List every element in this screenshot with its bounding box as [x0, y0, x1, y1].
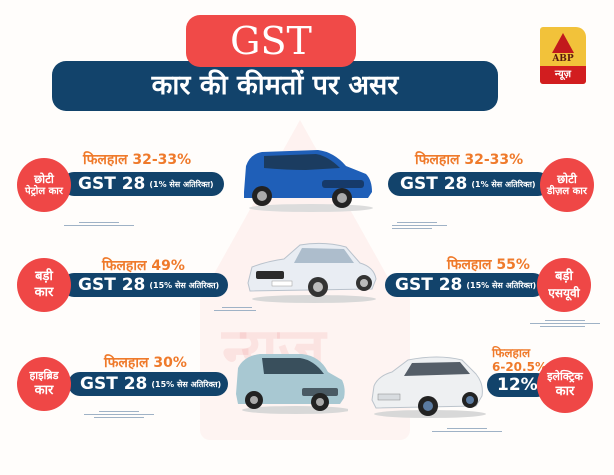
- gst-rate-small-diesel: GST 28 (1% सेस अतिरिक्त): [388, 172, 550, 196]
- speed-lines: [214, 307, 256, 317]
- speed-lines: [530, 320, 600, 330]
- speed-lines: [392, 222, 447, 232]
- category-name-line1: इलेक्ट्रिक: [547, 370, 583, 383]
- current-rate-small-petrol: फिलहाल 32-33%: [83, 152, 192, 168]
- category-badge-small-petrol: छोटी पेट्रोल कार: [17, 158, 71, 212]
- category-name-line2: कार: [555, 383, 575, 399]
- gst-value: 12%: [497, 375, 538, 395]
- category-name-line2: कार: [34, 382, 54, 398]
- page-title: कार की कीमतों पर असर: [52, 61, 498, 111]
- logo-subtitle: न्यूज़: [540, 66, 586, 84]
- category-name-line1: छोटी: [557, 171, 577, 186]
- gst-rate-big-car: GST 28 (15% सेस अतिरिक्त): [62, 273, 228, 297]
- big-car-image: [247, 242, 377, 303]
- small-petrol-car-image: [244, 150, 373, 212]
- category-name-line2: पेट्रोल कार: [25, 185, 63, 197]
- current-label: फिलहाल: [492, 346, 531, 360]
- cess-note: (1% सेस अतिरिक्त): [471, 179, 536, 189]
- category-name-line2: कार: [34, 285, 54, 300]
- gst-rate-hybrid: GST 28 (15% सेस अतिरिक्त): [68, 372, 228, 396]
- electric-car-image: [371, 356, 486, 418]
- hybrid-car-image: [236, 354, 348, 414]
- current-rate-electric: फिलहाल 6-20.5%: [492, 346, 547, 375]
- current-rate-big-suv: फिलहाल 55%: [447, 257, 530, 273]
- speed-lines: [64, 222, 134, 232]
- speed-lines: [432, 428, 502, 438]
- abp-news-logo: ABP न्यूज़: [540, 27, 586, 84]
- current-rate-big-car: फिलहाल 49%: [102, 258, 185, 274]
- current-rate-small-diesel: फिलहाल 32-33%: [415, 152, 524, 168]
- gst-rate-small-petrol: GST 28 (1% सेस अतिरिक्त): [62, 172, 224, 196]
- gst-rate-big-suv: GST 28 (15% सेस अतिरिक्त): [385, 273, 545, 297]
- current-value: 6-20.5%: [492, 360, 547, 375]
- cess-note: (15% सेस अतिरिक्त): [149, 280, 220, 290]
- category-name-line2: एसयूवी: [548, 285, 580, 300]
- cess-note: (1% सेस अतिरिक्त): [149, 179, 214, 189]
- gst-value: GST 28: [395, 275, 463, 295]
- abp-triangle-icon: [552, 33, 574, 53]
- gst-value: GST 28: [78, 174, 146, 194]
- category-badge-big-suv: बड़ी एसयूवी: [537, 258, 591, 312]
- gst-value: GST 28: [80, 374, 148, 394]
- category-name-line2: डीज़ल कार: [547, 185, 587, 197]
- gst-value: GST 28: [78, 275, 146, 295]
- gst-value: GST 28: [400, 174, 468, 194]
- speed-lines: [84, 411, 154, 421]
- current-rate-hybrid: फिलहाल 30%: [104, 355, 187, 371]
- category-badge-hybrid: हाइब्रिड कार: [17, 357, 71, 411]
- category-name-line1: बड़ी: [555, 269, 573, 285]
- category-badge-electric: इलेक्ट्रिक कार: [537, 357, 593, 413]
- logo-brand: ABP: [552, 54, 574, 64]
- cess-note: (15% सेस अतिरिक्त): [151, 379, 222, 389]
- gst-title-badge: GST: [186, 15, 356, 67]
- category-name-line1: हाइब्रिड: [29, 369, 59, 382]
- cess-note: (15% सेस अतिरिक्त): [466, 280, 537, 290]
- category-badge-small-diesel: छोटी डीज़ल कार: [540, 158, 594, 212]
- category-name-line1: छोटी: [34, 171, 54, 186]
- category-name-line1: बड़ी: [35, 268, 53, 284]
- category-badge-big-car: बड़ी कार: [17, 258, 71, 312]
